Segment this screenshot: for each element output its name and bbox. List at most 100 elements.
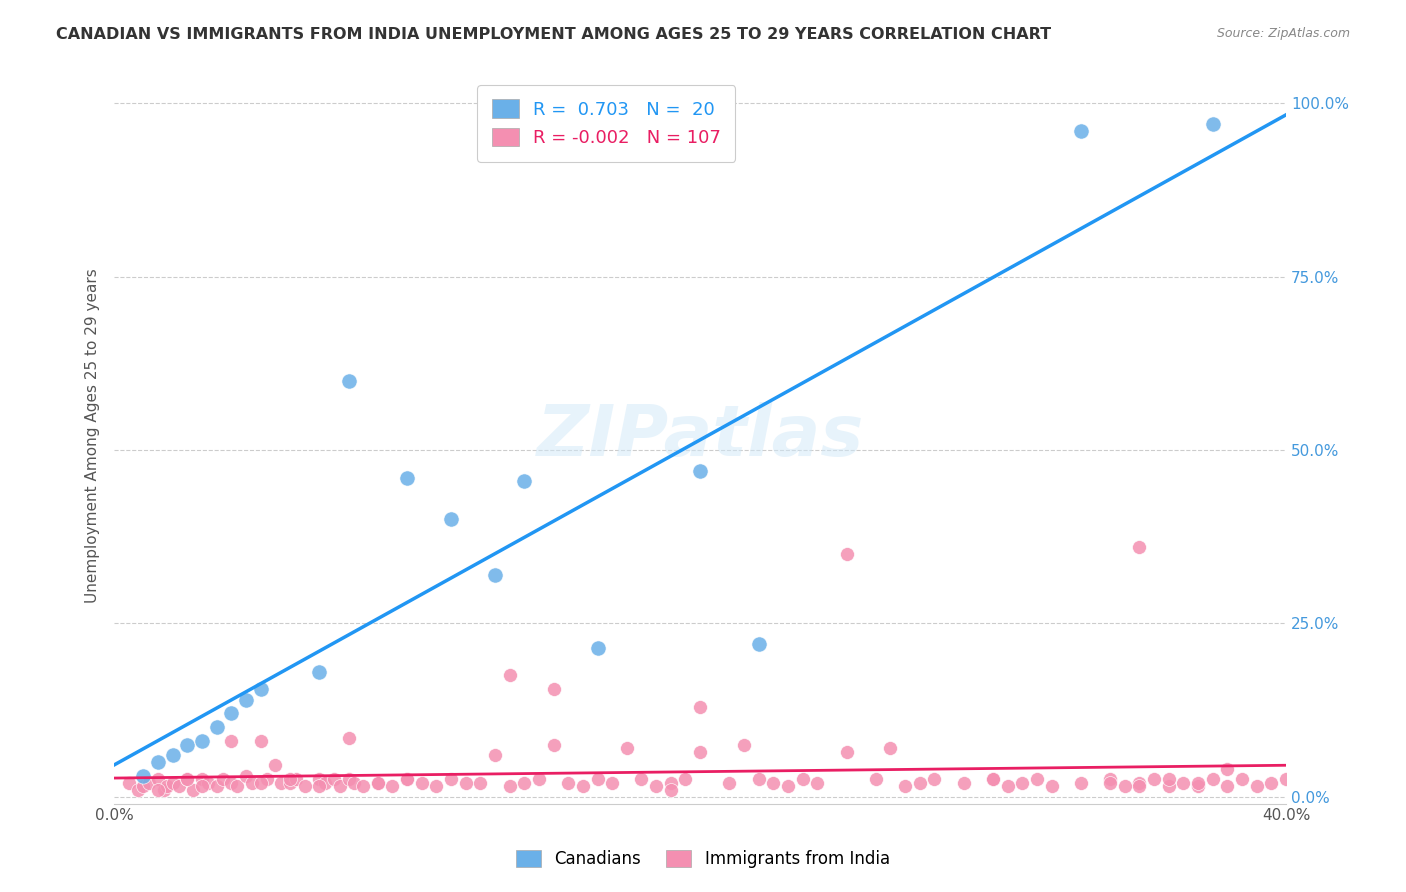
Point — [675, 772, 697, 787]
Point — [1128, 776, 1150, 790]
Point — [792, 772, 814, 787]
Point — [343, 776, 366, 790]
Point — [425, 779, 447, 793]
Point — [367, 776, 389, 790]
Point — [176, 772, 198, 787]
Point — [322, 772, 344, 787]
Point — [997, 779, 1019, 793]
Point — [337, 772, 360, 787]
Point — [156, 779, 179, 793]
Point — [191, 779, 214, 793]
Point — [181, 782, 204, 797]
Point — [127, 782, 149, 797]
Point — [411, 776, 433, 790]
Point — [1011, 776, 1033, 790]
Point — [484, 567, 506, 582]
Point — [835, 547, 858, 561]
Point — [616, 741, 638, 756]
Point — [176, 772, 198, 787]
Point — [396, 772, 419, 787]
Y-axis label: Unemployment Among Ages 25 to 29 years: Unemployment Among Ages 25 to 29 years — [86, 268, 100, 604]
Point — [1040, 779, 1063, 793]
Point — [498, 779, 520, 793]
Point — [470, 776, 492, 790]
Point — [191, 772, 214, 787]
Point — [162, 776, 184, 790]
Point — [645, 779, 668, 793]
Point — [498, 668, 520, 682]
Point — [1070, 124, 1092, 138]
Point — [308, 772, 330, 787]
Point — [314, 776, 336, 790]
Point — [1187, 779, 1209, 793]
Point — [308, 665, 330, 679]
Point — [689, 745, 711, 759]
Point — [1128, 540, 1150, 554]
Point — [440, 772, 463, 787]
Point — [249, 776, 271, 790]
Point — [197, 776, 219, 790]
Point — [1202, 117, 1225, 131]
Point — [352, 779, 374, 793]
Point — [256, 772, 278, 787]
Point — [329, 779, 352, 793]
Point — [659, 782, 682, 797]
Point — [132, 779, 155, 793]
Point — [264, 758, 287, 772]
Point — [249, 682, 271, 697]
Point — [308, 779, 330, 793]
Point — [1157, 772, 1180, 787]
Point — [396, 471, 419, 485]
Point — [748, 772, 770, 787]
Point — [586, 640, 609, 655]
Point — [235, 769, 257, 783]
Point — [1157, 779, 1180, 793]
Point — [981, 772, 1004, 787]
Point — [191, 734, 214, 748]
Point — [1202, 772, 1225, 787]
Point — [806, 776, 828, 790]
Point — [1128, 779, 1150, 793]
Point — [153, 782, 176, 797]
Point — [689, 464, 711, 478]
Point — [1216, 779, 1239, 793]
Point — [240, 776, 263, 790]
Point — [249, 734, 271, 748]
Point — [894, 779, 917, 793]
Point — [162, 747, 184, 762]
Point — [367, 776, 389, 790]
Point — [440, 512, 463, 526]
Legend: R =  0.703   N =  20, R = -0.002   N = 107: R = 0.703 N = 20, R = -0.002 N = 107 — [477, 85, 735, 161]
Point — [733, 738, 755, 752]
Point — [1230, 772, 1253, 787]
Point — [865, 772, 887, 787]
Point — [146, 782, 169, 797]
Point — [908, 776, 931, 790]
Point — [718, 776, 741, 790]
Point — [630, 772, 652, 787]
Point — [748, 637, 770, 651]
Point — [454, 776, 477, 790]
Point — [1099, 776, 1122, 790]
Point — [879, 741, 901, 756]
Point — [1173, 776, 1195, 790]
Point — [132, 769, 155, 783]
Point — [981, 772, 1004, 787]
Point — [118, 776, 141, 790]
Point — [146, 772, 169, 787]
Point — [337, 374, 360, 388]
Point — [278, 772, 301, 787]
Point — [1070, 776, 1092, 790]
Point — [211, 772, 233, 787]
Point — [1114, 779, 1136, 793]
Point — [205, 720, 228, 734]
Point — [278, 776, 301, 790]
Point — [600, 776, 623, 790]
Point — [146, 755, 169, 769]
Point — [221, 776, 243, 790]
Point — [557, 776, 579, 790]
Point — [572, 779, 595, 793]
Point — [176, 738, 198, 752]
Point — [543, 682, 565, 697]
Point — [689, 699, 711, 714]
